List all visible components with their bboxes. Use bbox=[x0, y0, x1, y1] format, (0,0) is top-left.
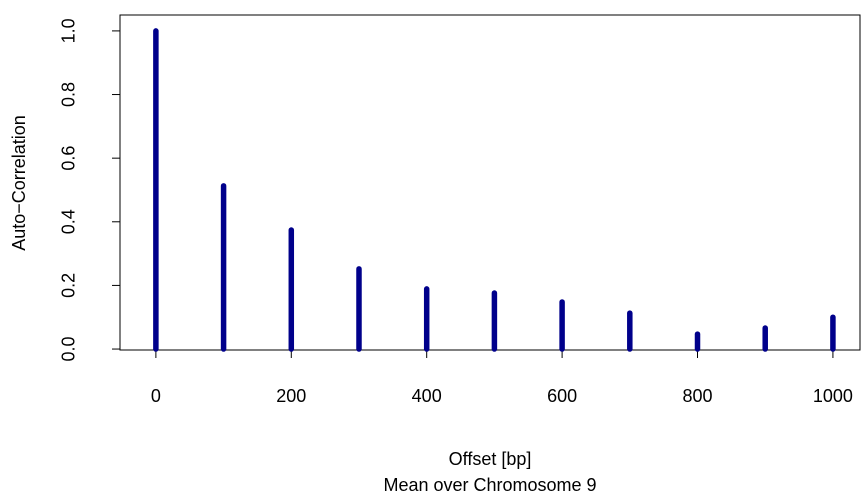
x-tick-label: 0 bbox=[151, 386, 161, 406]
y-tick-label: 0.2 bbox=[59, 273, 79, 298]
x-tick-label: 200 bbox=[276, 386, 306, 406]
subtitle: Mean over Chromosome 9 bbox=[383, 475, 596, 495]
plot-frame bbox=[119, 14, 861, 351]
y-axis-label: Auto−Correlation bbox=[9, 115, 29, 251]
y-tick-label: 0.8 bbox=[59, 82, 79, 107]
x-tick-label: 1000 bbox=[813, 386, 853, 406]
y-tick-label: 0.4 bbox=[59, 209, 79, 234]
y-tick-label: 1.0 bbox=[59, 18, 79, 43]
x-tick-label: 600 bbox=[547, 386, 577, 406]
x-tick-label: 800 bbox=[682, 386, 712, 406]
y-tick-label: 0.6 bbox=[59, 146, 79, 171]
x-tick-label: 400 bbox=[412, 386, 442, 406]
y-tick-label: 0.0 bbox=[59, 337, 79, 362]
x-axis-label: Offset [bp] bbox=[449, 449, 532, 469]
